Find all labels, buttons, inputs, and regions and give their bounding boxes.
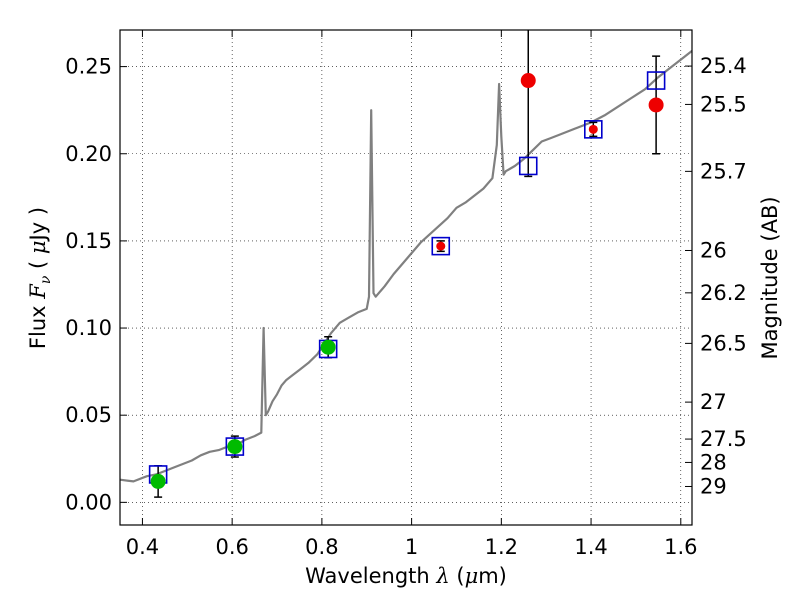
- model-point: [584, 120, 603, 139]
- magnitude-tick-label: 28: [700, 450, 727, 474]
- observed-point: [436, 241, 446, 251]
- plot-frame: [119, 29, 693, 526]
- magnitude-tick-label: 27: [700, 390, 727, 414]
- observed-point: [320, 339, 336, 355]
- y-axis-label: Flux Fν ( μJy ): [26, 207, 54, 349]
- y-axis-ticks: 0.00 0.05 0.10 0.15 0.20 0.25: [65, 55, 127, 514]
- x-tick-label: 1.2: [485, 535, 518, 559]
- observed-point: [588, 124, 598, 134]
- magnitude-tick-label: 26.2: [700, 281, 747, 305]
- grid-lines: [120, 30, 692, 525]
- magnitude-tick-label: 29: [700, 474, 727, 498]
- observed-point: [227, 439, 243, 455]
- x-tick-label: 0.6: [215, 535, 248, 559]
- y-tick-label: 0.20: [65, 142, 112, 166]
- model-point: [431, 236, 451, 256]
- x-tick-label: 0.8: [305, 535, 338, 559]
- y-tick-label: 0.15: [65, 229, 112, 253]
- magnitude-tick-label: 25.5: [700, 92, 747, 116]
- magnitude-tick-label: 26: [700, 238, 727, 262]
- magnitude-tick-label: 25.4: [700, 54, 747, 78]
- model-point: [646, 71, 666, 90]
- model-point: [225, 437, 245, 456]
- observed-point: [150, 473, 166, 489]
- x-axis-label: Wavelength λ (μm): [305, 564, 507, 588]
- plot-content: [120, 30, 692, 498]
- magnitude-tick-label: 25.7: [700, 159, 747, 183]
- x-tick-label: 0.4: [126, 535, 159, 559]
- x-tick-label: 1: [405, 535, 418, 559]
- x-axis-ticks: 0.4 0.6 0.8 1 1.2 1.4 1.6: [126, 30, 697, 559]
- spectrum-line: [120, 50, 692, 483]
- y-tick-label: 0.10: [65, 316, 112, 340]
- observed-point: [520, 73, 536, 89]
- magnitude-axis-label: Magnitude (AB): [758, 196, 782, 359]
- magnitude-tick-label: 26.5: [700, 331, 747, 355]
- observed-point: [648, 97, 664, 113]
- magnitude-tick-label: 27.5: [700, 427, 747, 451]
- x-tick-label: 1.4: [574, 535, 607, 559]
- y-tick-label: 0.25: [65, 55, 112, 79]
- model-point: [518, 156, 538, 176]
- y-tick-label: 0.00: [65, 490, 112, 514]
- y-tick-label: 0.05: [65, 403, 112, 427]
- x-tick-label: 1.6: [664, 535, 697, 559]
